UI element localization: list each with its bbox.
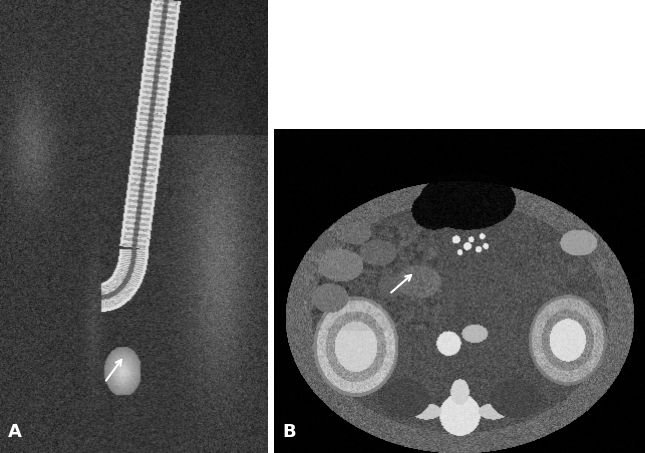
- Text: A: A: [8, 423, 22, 441]
- Text: B: B: [282, 423, 296, 441]
